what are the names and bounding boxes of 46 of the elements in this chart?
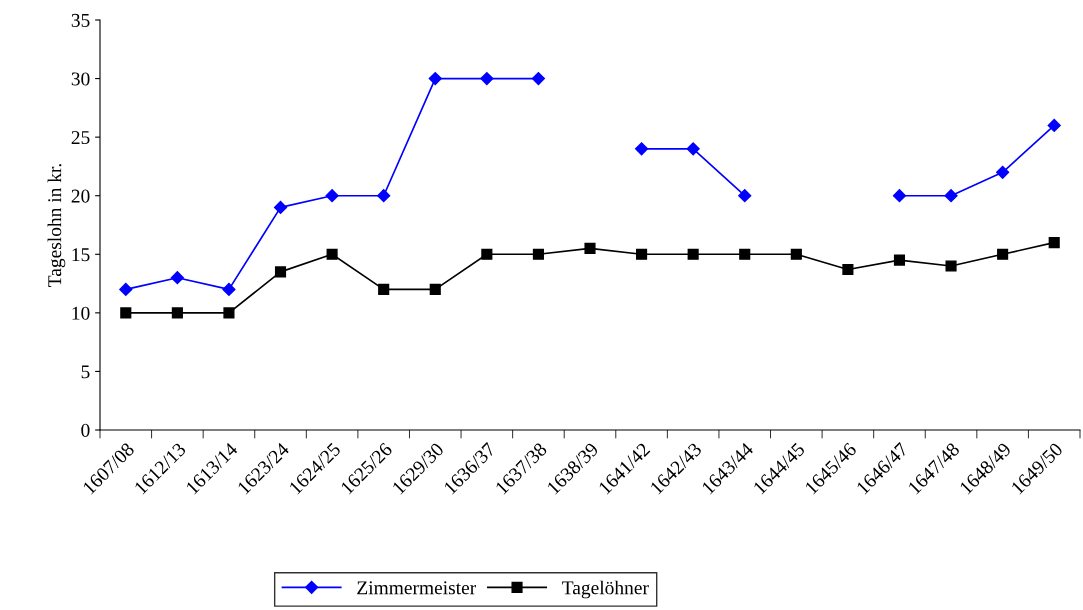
point [429, 283, 441, 295]
point [531, 71, 546, 86]
point [1047, 118, 1061, 133]
point [481, 248, 493, 260]
point [223, 307, 235, 319]
point [222, 282, 236, 297]
point [170, 271, 184, 285]
point [120, 307, 132, 319]
point [532, 248, 544, 260]
point [893, 254, 906, 266]
point [273, 200, 288, 215]
y-tick-label: 30 [71, 72, 90, 86]
y-tick-label: 25 [71, 131, 90, 145]
point [325, 189, 339, 203]
y-tick-label: 15 [72, 248, 90, 262]
point [274, 266, 287, 278]
point [378, 283, 390, 295]
y-tick-label: 35 [71, 13, 90, 27]
legend-label: Tagelöhner [562, 580, 649, 599]
y-tick-label: 5 [81, 365, 90, 379]
point [584, 242, 596, 254]
point [738, 189, 752, 203]
point [997, 248, 1009, 260]
point [945, 260, 957, 272]
point [739, 248, 751, 260]
point [480, 71, 494, 86]
point [687, 248, 699, 260]
point [171, 307, 183, 319]
point [686, 142, 700, 156]
point [636, 248, 648, 260]
y-tick-label: 20 [71, 189, 90, 203]
point [1048, 237, 1060, 249]
point [428, 71, 442, 86]
point [842, 263, 854, 276]
point [790, 248, 802, 260]
legend-label: Zimmermeister [357, 581, 477, 595]
point [634, 142, 649, 156]
point [996, 165, 1010, 179]
point [377, 189, 391, 203]
y-axis-title: Tageslohn in kr. [47, 164, 66, 287]
point [892, 189, 907, 203]
point [944, 189, 958, 203]
point [119, 282, 133, 297]
y-tick-label: 10 [72, 306, 90, 320]
y-tick-label: 0 [81, 423, 90, 437]
point [326, 248, 338, 260]
